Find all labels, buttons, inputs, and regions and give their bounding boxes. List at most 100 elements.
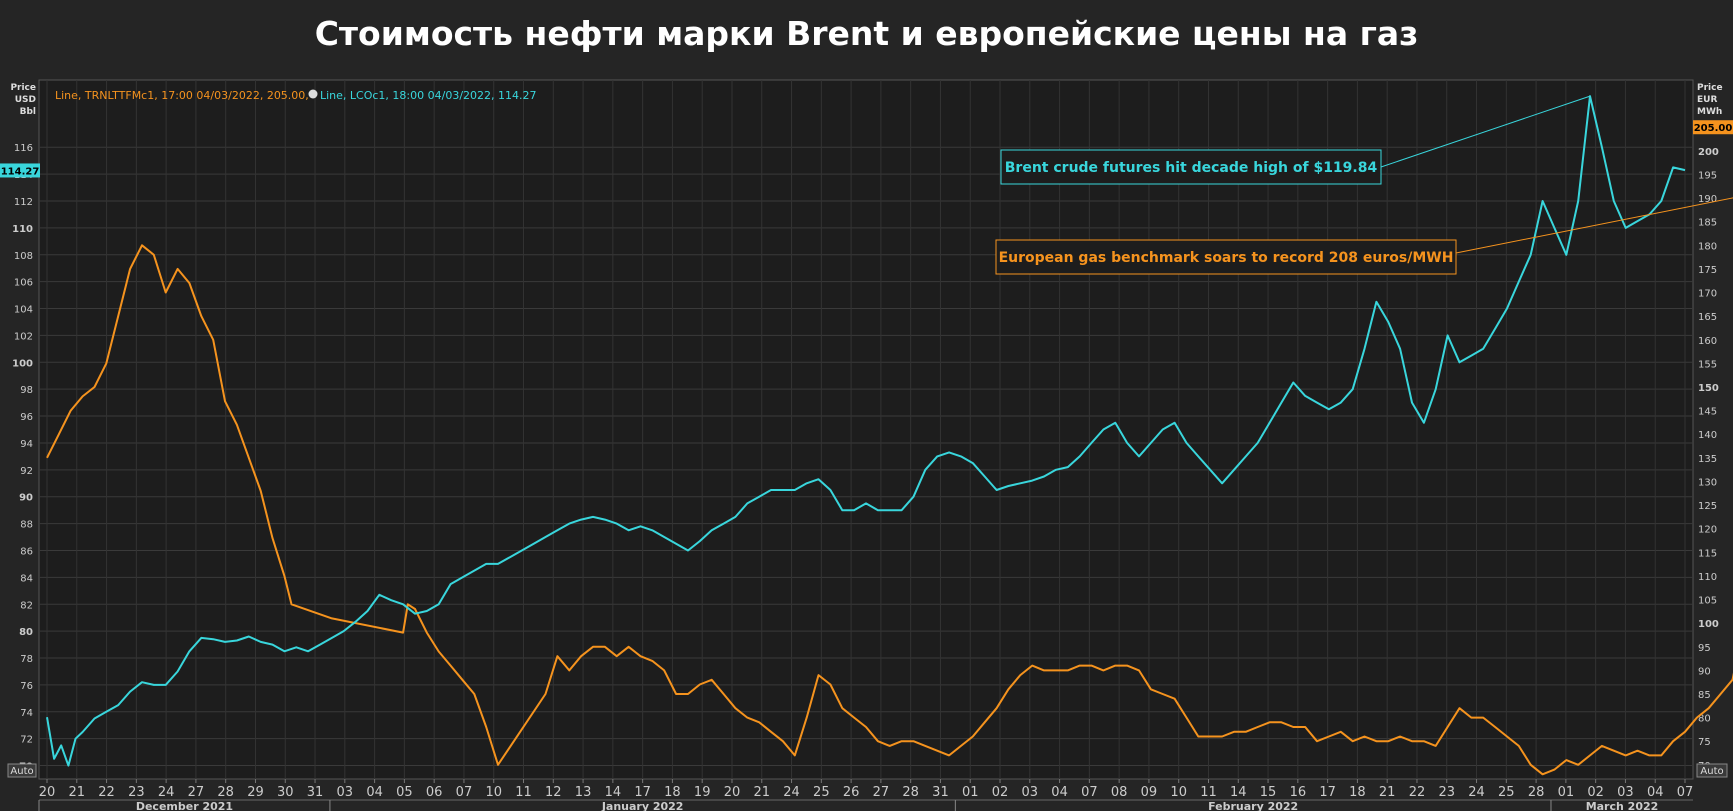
x-tick-label: 27: [188, 785, 205, 800]
annotation-text: Brent crude futures hit decade high of $…: [1005, 160, 1378, 176]
left-tick-label: 90: [19, 493, 33, 504]
right-tick-label: 100: [1698, 619, 1719, 630]
right-tick-label: 185: [1698, 218, 1717, 229]
x-tick-label: 08: [1111, 785, 1128, 800]
x-tick-label: 28: [217, 785, 234, 800]
x-tick-label: 14: [1230, 785, 1247, 800]
left-tick-label: 88: [20, 520, 33, 531]
left-tick-label: 92: [20, 466, 33, 477]
left-tick-label: 86: [20, 546, 33, 557]
x-tick-label: 13: [575, 785, 592, 800]
right-tick-label: 105: [1698, 596, 1717, 607]
x-tick-label: 24: [1468, 785, 1485, 800]
right-tick-label: 120: [1698, 525, 1717, 536]
right-tick-label: 110: [1698, 572, 1717, 583]
left-tick-label: 100: [12, 358, 33, 369]
x-tick-label: 03: [337, 785, 354, 800]
x-tick-label: 04: [1647, 785, 1664, 800]
x-tick-label: 26: [843, 785, 860, 800]
right-tick-label: 85: [1698, 690, 1711, 701]
right-current-badge: [1693, 120, 1733, 135]
legend: Line, TRNLTTFMc1, 17:00 04/03/2022, 205.…: [55, 89, 537, 102]
x-tick-label: 31: [307, 785, 324, 800]
x-tick-label: 16: [1290, 785, 1307, 800]
right-tick-label: 115: [1698, 548, 1717, 559]
x-tick-label: 20: [724, 785, 741, 800]
series-lines: [46, 95, 1733, 776]
x-tick-label: 28: [902, 785, 919, 800]
month-label: December 2021: [136, 800, 233, 811]
auto-button-left: [7, 763, 37, 778]
right-tick-label: 90: [1698, 666, 1711, 677]
left-axis: 7072747678808284868890929496981001021041…: [12, 143, 33, 772]
left-tick-label: 98: [20, 385, 33, 396]
annotation-text: European gas benchmark soars to record 2…: [999, 250, 1454, 266]
left-current-value: 114.27: [1, 166, 40, 177]
x-tick-label: 22: [1409, 785, 1426, 800]
x-tick-label: 23: [128, 785, 145, 800]
right-tick-label: 170: [1698, 289, 1717, 300]
x-tick-label: 10: [1170, 785, 1187, 800]
left-tick-label: 112: [14, 197, 33, 208]
left-tick-label: 116: [14, 143, 33, 154]
x-tick-label: 24: [783, 785, 800, 800]
annotation-box: [995, 239, 1457, 275]
right-axis: 7075808590951001051101151201251301351401…: [1698, 147, 1719, 772]
x-tick-label: 25: [1498, 785, 1515, 800]
x-tick-label: 20: [39, 785, 56, 800]
x-tick-label: 30: [277, 785, 294, 800]
x-tick-label: 04: [1051, 785, 1068, 800]
legend-entry-brent: Line, LCOc1, 18:00 04/03/2022, 114.27: [320, 89, 537, 102]
auto-label-left: Auto: [10, 766, 33, 777]
left-current-badge: [0, 163, 40, 178]
x-tick-label: 12: [545, 785, 562, 800]
annotation-leader: [1455, 197, 1733, 254]
month-label: February 2022: [1208, 800, 1298, 811]
right-tick-label: 125: [1698, 501, 1717, 512]
left-tick-label: 82: [20, 600, 33, 611]
right-axis-label: Price: [1697, 83, 1723, 93]
axis-labels: Price USD Bbl Price EUR MWh 114.27 205.00 Auto Au…: [0, 83, 1733, 778]
x-tick-label: 01: [1558, 785, 1575, 800]
right-tick-label: 135: [1698, 454, 1717, 465]
right-tick-label: 160: [1698, 336, 1717, 347]
left-axis-label: Price: [10, 83, 36, 93]
left-tick-label: 102: [14, 331, 33, 342]
right-tick-label: 165: [1698, 312, 1717, 323]
left-tick-label: 108: [14, 251, 33, 262]
right-tick-label: 200: [1698, 147, 1719, 158]
x-tick-label: 02: [992, 785, 1009, 800]
x-tick-label: 22: [98, 785, 115, 800]
x-tick-label: 19: [694, 785, 711, 800]
right-current-value: 205.00: [1694, 123, 1733, 134]
page-title: Стоимость нефти марки Brent и европейски…: [314, 14, 1419, 53]
x-tick-label: 09: [1141, 785, 1158, 800]
month-labels: December 2021 January 2022 February 2022 Ma…: [38, 799, 1693, 811]
x-tick-label: 21: [753, 785, 770, 800]
series-line-TRNLTTFMc1: [46, 244, 1733, 776]
x-tick-label: 10: [485, 785, 502, 800]
x-tick-label: 29: [247, 785, 264, 800]
annotations: Brent crude futures hit decade high of $…: [995, 95, 1733, 275]
legend-icon: [308, 89, 318, 99]
right-tick-label: 75: [1698, 737, 1711, 748]
left-tick-label: 104: [14, 305, 33, 316]
x-tick-label: 06: [426, 785, 443, 800]
x-tick-label: 04: [366, 785, 383, 800]
x-tick-label: 24: [158, 785, 175, 800]
left-tick-label: 96: [20, 412, 33, 423]
annotation-leader: [1380, 95, 1591, 168]
auto-button-right: [1696, 763, 1728, 778]
x-tick-label: 07: [1677, 785, 1694, 800]
x-tick-label: 05: [396, 785, 413, 800]
x-tick-label: 14: [605, 785, 622, 800]
x-tick-label: 18: [1349, 785, 1366, 800]
left-tick-label: 106: [14, 278, 33, 289]
x-tick-label: 27: [873, 785, 890, 800]
plot-background: [38, 79, 1694, 780]
right-tick-label: 80: [1698, 714, 1711, 725]
right-tick-label: 190: [1698, 194, 1717, 205]
x-tick-label: 23: [1438, 785, 1455, 800]
left-tick-label: 110: [12, 224, 33, 235]
